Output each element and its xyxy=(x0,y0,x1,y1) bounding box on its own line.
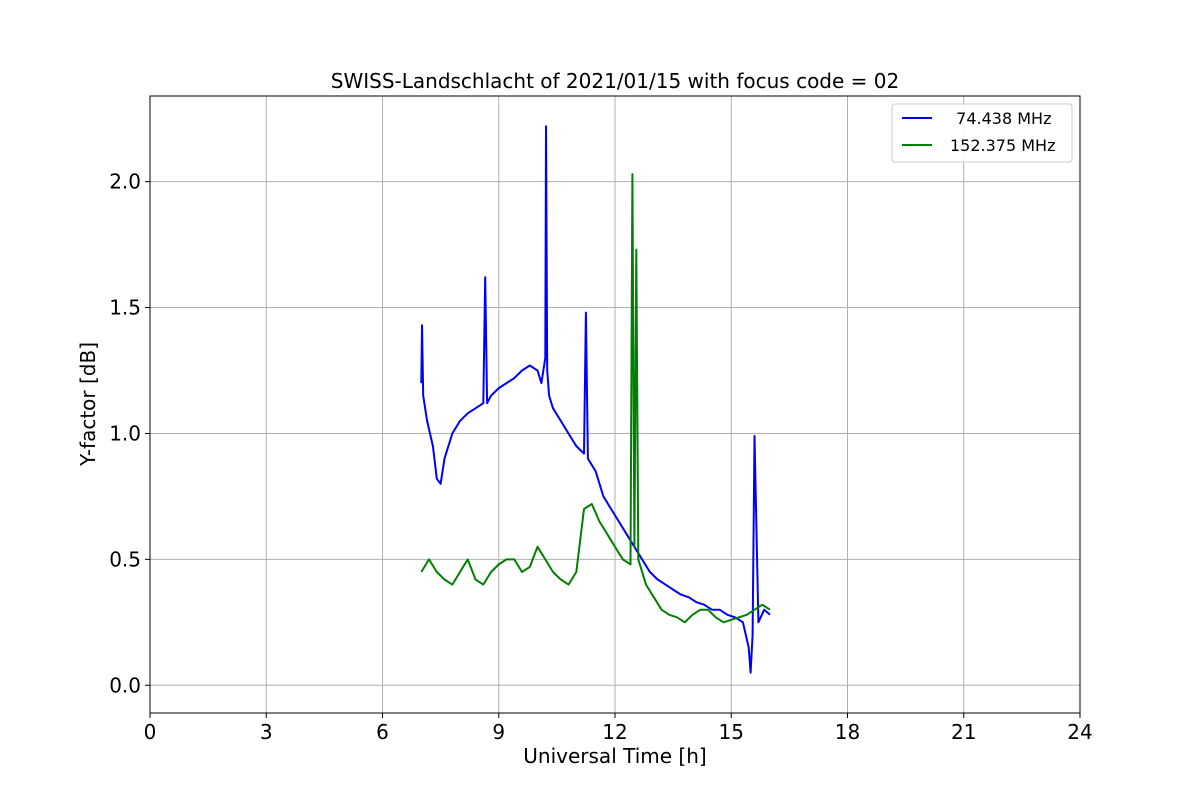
legend-label-series-1: 74.438 MHz xyxy=(946,109,1051,128)
y-tick-label: 0.0 xyxy=(109,673,141,697)
y-tick-label: 1.5 xyxy=(109,296,141,320)
x-tick-label: 6 xyxy=(376,720,389,744)
y-axis-label: Y-factor [dB] xyxy=(76,342,100,467)
series-layer xyxy=(420,125,771,674)
chart-title: SWISS-Landschlacht of 2021/01/15 with fo… xyxy=(331,69,899,93)
y-tick-label: 0.5 xyxy=(109,547,141,571)
tick-layer: 0 3 6 9 12 15 18 21 24 0.0 0.5 1.0 1.5 2.0 xyxy=(109,170,1093,744)
x-tick-label: 3 xyxy=(260,720,273,744)
y-tick-label: 2.0 xyxy=(109,170,141,194)
x-tick-label: 21 xyxy=(951,720,976,744)
legend-box xyxy=(891,103,1073,163)
legend: 74.438 MHz 152.375 MHz xyxy=(891,103,1073,163)
x-tick-label: 15 xyxy=(719,720,744,744)
legend-label-series-2: 152.375 MHz xyxy=(950,136,1055,155)
x-tick-label: 0 xyxy=(144,720,157,744)
y-tick-label: 1.0 xyxy=(109,421,141,445)
x-tick-label: 9 xyxy=(492,720,505,744)
series-line-2 xyxy=(420,173,771,624)
series-line-1 xyxy=(420,125,771,674)
x-tick-label: 18 xyxy=(835,720,860,744)
x-tick-label: 24 xyxy=(1067,720,1092,744)
x-axis-label: Universal Time [h] xyxy=(523,744,706,768)
x-tick-label: 12 xyxy=(602,720,627,744)
